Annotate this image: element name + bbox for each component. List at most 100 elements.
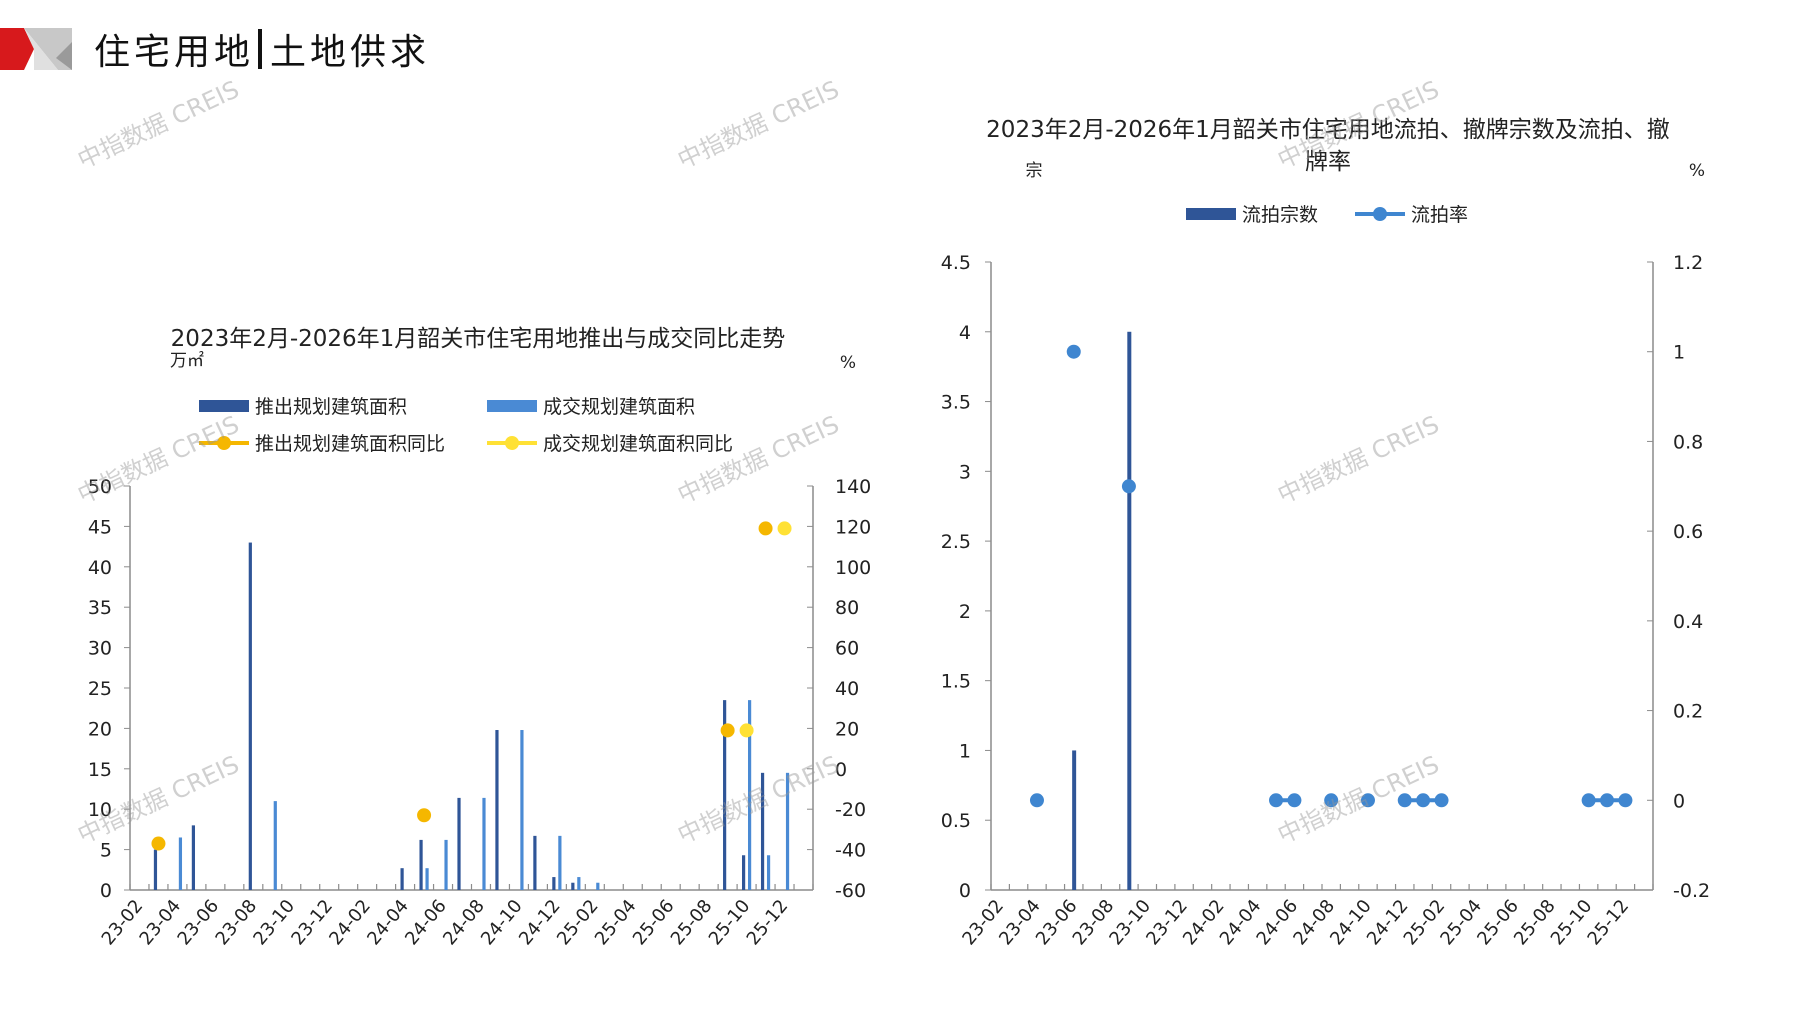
- page-title: 住宅用地 土地供求: [94, 23, 430, 75]
- y-tick-label: 15: [88, 759, 112, 781]
- legend-swatch-bar: [199, 400, 249, 412]
- point-流拍率: [1618, 793, 1633, 808]
- y2-tick-label: 0: [835, 759, 847, 781]
- x-tick-label: 25-04: [591, 896, 641, 950]
- y2-tick-label: 60: [835, 638, 859, 660]
- x-tick-label: 23-10: [249, 896, 299, 950]
- x-tick-label: 23-06: [173, 896, 223, 950]
- x-tick-label: 23-12: [287, 896, 337, 950]
- bar-推出规划建筑面积: [741, 855, 746, 890]
- x-tick-label: 24-04: [363, 896, 413, 950]
- bar-推出规划建筑面积: [495, 730, 499, 890]
- y2-tick-label: 140: [835, 476, 871, 498]
- bar-流拍宗数: [1072, 750, 1077, 890]
- x-tick-label: 24-02: [325, 896, 375, 950]
- bar-推出规划建筑面积: [552, 877, 556, 890]
- x-tick-label: 24-06: [401, 896, 451, 950]
- x-tick-label: 23-04: [136, 896, 186, 950]
- bar-成交规划建筑面积: [520, 730, 524, 890]
- y-tick-label: 25: [88, 678, 112, 700]
- y-tick-label: 1: [959, 740, 971, 762]
- x-tick-label: 25-02: [553, 896, 603, 950]
- chart-title-line: 牌率: [1305, 149, 1351, 175]
- y2-tick-label: -60: [835, 880, 866, 902]
- y2-tick-label: 1.2: [1673, 252, 1703, 274]
- y2-tick-label: 20: [835, 718, 859, 740]
- y2-tick-label: 0.2: [1673, 701, 1703, 723]
- x-tick-label: 25-06: [629, 896, 679, 950]
- y2-axis-unit: %: [840, 353, 856, 373]
- bar-推出规划建筑面积: [248, 542, 252, 890]
- legend-label: 推出规划建筑面积: [255, 396, 407, 418]
- chart-title-line: 2023年2月-2026年1月韶关市住宅用地流拍、撤牌宗数及流拍、撤: [986, 117, 1670, 143]
- bar-成交规划建筑面积: [577, 877, 581, 890]
- bar-成交规划建筑面积: [747, 700, 752, 890]
- legend-swatch-bar: [487, 400, 537, 412]
- legend-swatch-bar: [1186, 208, 1236, 220]
- bar-推出规划建筑面积: [400, 868, 404, 890]
- page-title-left: 住宅用地: [94, 32, 255, 73]
- point-流拍率: [1434, 793, 1449, 808]
- y-tick-label: 0: [959, 880, 971, 902]
- y-tick-label: 45: [88, 516, 112, 538]
- y-tick-label: 0.5: [941, 810, 971, 832]
- y-tick-label: 30: [88, 638, 112, 660]
- point-推出规划建筑面积同比: [720, 723, 735, 738]
- y-axis-unit: 万㎡: [170, 351, 204, 371]
- bar-推出规划建筑面积: [457, 797, 461, 890]
- bar-推出规划建筑面积: [760, 772, 765, 890]
- x-tick-label: 23-08: [211, 896, 261, 950]
- bar-流拍宗数: [1127, 331, 1132, 890]
- legend-swatch-marker: [505, 436, 519, 450]
- bar-成交规划建筑面积: [425, 868, 429, 890]
- y2-tick-label: 100: [835, 557, 871, 579]
- bar-推出规划建筑面积: [191, 825, 196, 890]
- y2-tick-label: 120: [835, 516, 871, 538]
- failed-auction-chart: 0 0.5 1 1.5 2 2.5 3 3.5 4 4.5 -0.2 0 0.2 0.4 0.6 0.8 1 1.…: [941, 117, 1710, 949]
- point-流拍率: [1360, 793, 1375, 808]
- point-流拍率: [1324, 793, 1339, 808]
- y-tick-label: 2: [959, 601, 971, 623]
- legend-label: 成交规划建筑面积同比: [543, 433, 733, 455]
- x-tick-label: 25-12: [743, 896, 793, 950]
- y-tick-label: 4.5: [941, 252, 971, 274]
- bar-成交规划建筑面积: [444, 839, 448, 890]
- bar-成交规划建筑面积: [178, 837, 183, 890]
- point-推出规划建筑面积同比: [151, 836, 166, 851]
- legend-label: 流拍宗数: [1242, 204, 1318, 226]
- y-tick-label: 3: [959, 461, 971, 483]
- page-header: 住宅用地 土地供求: [0, 23, 430, 75]
- point-成交规划建筑面积同比: [739, 723, 754, 738]
- bar-成交规划建筑面积: [766, 855, 771, 890]
- point-流拍率: [1397, 793, 1412, 808]
- x-tick-label: 25-12: [1584, 896, 1634, 950]
- bar-成交规划建筑面积: [482, 797, 486, 890]
- legend-swatch-marker: [217, 436, 231, 450]
- bar-推出规划建筑面积: [419, 839, 423, 890]
- y-tick-label: 5: [100, 840, 112, 862]
- bar-推出规划建筑面积: [571, 882, 575, 890]
- y2-tick-label: -0.2: [1673, 880, 1710, 902]
- x-tick-label: 24-08: [439, 896, 489, 950]
- point-流拍率: [1581, 793, 1596, 808]
- y-tick-label: 10: [88, 799, 112, 821]
- bar-推出规划建筑面积: [533, 835, 537, 890]
- point-流拍率: [1287, 793, 1302, 808]
- point-流拍率: [1416, 793, 1431, 808]
- point-流拍率: [1029, 793, 1044, 808]
- x-tick-label: 24-12: [515, 896, 565, 950]
- y-axis-unit: 宗: [1026, 161, 1043, 181]
- x-tick-label: 23-02: [98, 896, 148, 950]
- y2-tick-label: 0: [1673, 790, 1685, 812]
- x-tick-label: 25-08: [667, 896, 717, 950]
- bar-成交规划建筑面积: [558, 835, 562, 890]
- legend-label: 推出规划建筑面积同比: [255, 433, 445, 455]
- point-流拍率: [1269, 793, 1284, 808]
- bar-推出规划建筑面积: [723, 700, 727, 890]
- y-tick-label: 35: [88, 597, 112, 619]
- y2-tick-label: 80: [835, 597, 859, 619]
- bar-成交规划建筑面积: [273, 801, 277, 890]
- page-title-right: 土地供求: [270, 32, 431, 73]
- y2-tick-label: 0.6: [1673, 521, 1703, 543]
